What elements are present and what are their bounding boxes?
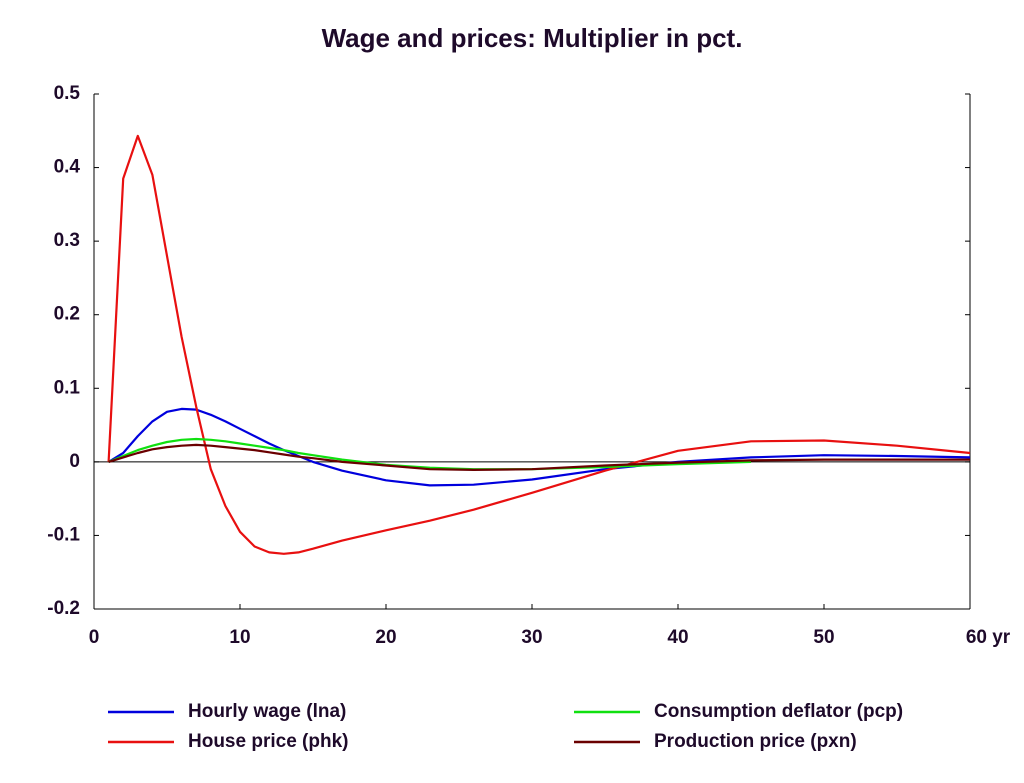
- y-tick-label: 0.1: [54, 377, 81, 398]
- y-tick-label: 0.2: [54, 304, 80, 325]
- x-tick-label: 20: [375, 627, 396, 648]
- y-tick-label: 0.3: [54, 230, 80, 251]
- y-tick-label: 0.5: [54, 83, 81, 104]
- x-tick-label: 50: [813, 627, 834, 648]
- x-tick-label: 40: [667, 627, 688, 648]
- legend-label: Hourly wage (lna): [188, 701, 346, 722]
- legend-label: Production price (pxn): [654, 731, 857, 752]
- y-tick-label: -0.1: [47, 524, 80, 545]
- x-tick-label: 30: [521, 627, 542, 648]
- legend-label: Consumption deflator (pcp): [654, 701, 903, 722]
- x-tick-label: 0: [89, 627, 100, 648]
- chart-title: Wage and prices: Multiplier in pct.: [322, 23, 743, 53]
- legend-label: House price (phk): [188, 731, 348, 752]
- x-tick-label: 10: [229, 627, 250, 648]
- series-line: [108, 443, 970, 471]
- series-line: [107, 134, 971, 555]
- series-line: [108, 407, 971, 487]
- y-tick-label: 0: [69, 451, 80, 472]
- y-tick-label: -0.2: [47, 598, 80, 619]
- y-tick-label: 0.4: [54, 157, 81, 178]
- x-tick-label: 60 yr: [966, 627, 1011, 648]
